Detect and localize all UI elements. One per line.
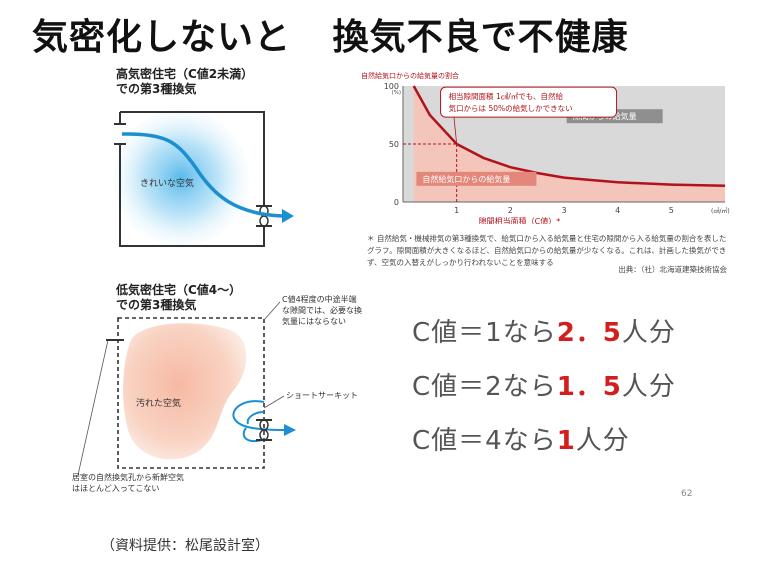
airflow-arrow-head <box>282 209 294 223</box>
slide-title: 気密化しないと 換気不良で不健康 <box>32 8 752 60</box>
x-tick-label: 4 <box>615 206 620 215</box>
chart-annotation-pointer <box>453 117 458 145</box>
series-inlet-label: 自然給気口からの給気量 <box>422 174 510 184</box>
x-unit: (㎠/㎡) <box>711 207 730 215</box>
chart-annotation-box <box>440 86 618 118</box>
dirty-air-label: 汚れた空気 <box>136 397 181 409</box>
chart-annotation-line2: 気口からは 50%の給気しかできない <box>449 103 573 113</box>
supply-ratio-line <box>412 85 726 188</box>
leaky-house-outline <box>117 317 265 469</box>
gap-callout-line1: C値4程度の中途半端 <box>282 294 357 304</box>
exhaust-fan-icon-2 <box>256 419 272 441</box>
y-tick-label: 50 <box>389 140 399 149</box>
dirty-air-blob <box>123 323 247 460</box>
c-value-line-1: C値＝1なら2．5人分 <box>412 318 676 348</box>
gap-callout-line3: 気量にはならない <box>282 316 346 326</box>
y-tick-label: 100 <box>384 82 399 91</box>
c-value-line-2: C値＝2なら1．5人分 <box>412 372 676 402</box>
clean-air-glow <box>113 110 249 246</box>
chart-plot: 05010012345(%)(㎠/㎡)隙間相当面積（C値）*隙間からの給気量自然… <box>384 82 730 224</box>
high-airtight-label: 高気密住宅（C値2未満） での第3種換気 <box>116 67 254 96</box>
supply-air-chart: 自然給気口からの給気量の割合 0 50 100 1 2 3 4 5 (%) (㎠/㎡) 隙間相当面積… <box>355 64 735 224</box>
short-circuit-arrows <box>232 400 285 442</box>
page-number: 62 <box>681 489 693 499</box>
svg-text:居室の自然換気孔から新鮮空気 はほとんど入ってこ: 居室の自然換気孔から新鮮空気 はほとんど入ってこない <box>72 472 187 493</box>
x-tick-label: 1 <box>454 206 459 215</box>
bottom-note-line2: はほとんど入ってこない <box>72 484 159 493</box>
svg-text:自然給気口からの給気量の割合: 自然給気口からの給気量の割合 <box>361 71 459 80</box>
chart-xlabel: 隙間相当面積（C値）* <box>479 216 561 224</box>
x-tick-label: 5 <box>669 206 674 215</box>
house-wall-bottom <box>119 144 265 247</box>
chart-annotation-line1: 相当隙間面積 1㎠/㎡でも、自然給 <box>449 91 564 101</box>
image-credit: （資料提供：松尾設計室） <box>101 538 269 554</box>
x-tick-label: 2 <box>508 206 513 215</box>
high-airtight-diagram: きれいな空気 <box>113 110 294 247</box>
gap-callout-line2: な隙間では、必要な換 <box>282 305 362 315</box>
chart-source: 出典：（社）北海道建築技術協会 <box>618 265 727 274</box>
exhaust-fan-icon <box>256 205 272 227</box>
svg-text:C値4程度の中途半端 な隙間では、必要な換: C値4程度の中途半端 な隙間では、必要な換 気量にはならない <box>282 294 365 326</box>
house-wall-top <box>120 111 265 206</box>
y-unit: (%) <box>391 90 401 96</box>
title-right: 換気不良で不健康 <box>332 17 629 58</box>
c-value-line-3: C値＝4なら1人分 <box>412 426 630 456</box>
low-airtight-label: 低気密住宅（C値4〜） での第3種換気 <box>116 283 242 312</box>
y-tick-label: 0 <box>394 198 399 207</box>
chart-footnote: ＊ 自然給気・機械排気の第3種換気で、給気口から入る給気量と住宅の隙間から入る給… <box>367 234 727 267</box>
clean-air-label: きれいな空気 <box>140 177 194 189</box>
chart-ylabel: 自然給気口からの給気量の割合 <box>361 71 459 80</box>
title-left: 気密化しないと <box>32 17 292 58</box>
short-circuit-label: ショートサーキット <box>286 391 358 400</box>
bottom-note-line1: 居室の自然換気孔から新鮮空気 <box>72 472 184 482</box>
series-inlet-label-bg <box>416 171 537 186</box>
low-airtight-diagram: 汚れた空気 C値4程度の中途半端 な隙間では、必要な換 気量にはならない ショー… <box>72 294 365 493</box>
airflow-arrow <box>121 132 283 218</box>
x-tick-label: 3 <box>561 206 566 215</box>
